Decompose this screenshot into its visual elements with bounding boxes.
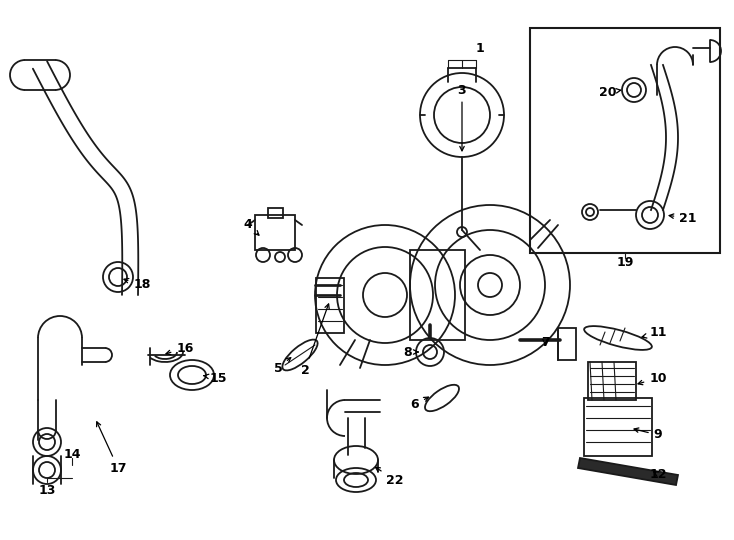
- Text: 8: 8: [404, 346, 418, 359]
- Bar: [558, 328, 576, 360]
- Bar: [268, 208, 283, 218]
- Text: 20: 20: [599, 85, 621, 98]
- Text: 17: 17: [97, 422, 127, 475]
- Text: 3: 3: [458, 84, 466, 151]
- Text: 22: 22: [376, 467, 404, 487]
- Text: 7: 7: [541, 335, 549, 348]
- Text: 21: 21: [669, 212, 697, 225]
- Text: 1: 1: [476, 42, 484, 55]
- Text: 14: 14: [63, 449, 81, 462]
- Text: 9: 9: [634, 428, 662, 442]
- Text: 12: 12: [650, 468, 666, 481]
- Polygon shape: [578, 458, 678, 485]
- Text: 10: 10: [638, 372, 666, 384]
- Text: 6: 6: [411, 397, 429, 411]
- Text: 18: 18: [124, 279, 150, 292]
- Text: 11: 11: [642, 327, 666, 340]
- Bar: [255, 215, 295, 250]
- Text: 13: 13: [38, 483, 56, 496]
- Text: 16: 16: [166, 341, 194, 355]
- Text: 15: 15: [203, 372, 227, 384]
- Bar: [588, 362, 636, 400]
- Bar: [584, 398, 652, 456]
- Text: 19: 19: [617, 255, 633, 268]
- Bar: [530, 28, 720, 253]
- Text: 2: 2: [301, 304, 329, 376]
- Text: 4: 4: [244, 219, 259, 235]
- Text: 5: 5: [274, 357, 291, 375]
- Bar: [316, 278, 344, 333]
